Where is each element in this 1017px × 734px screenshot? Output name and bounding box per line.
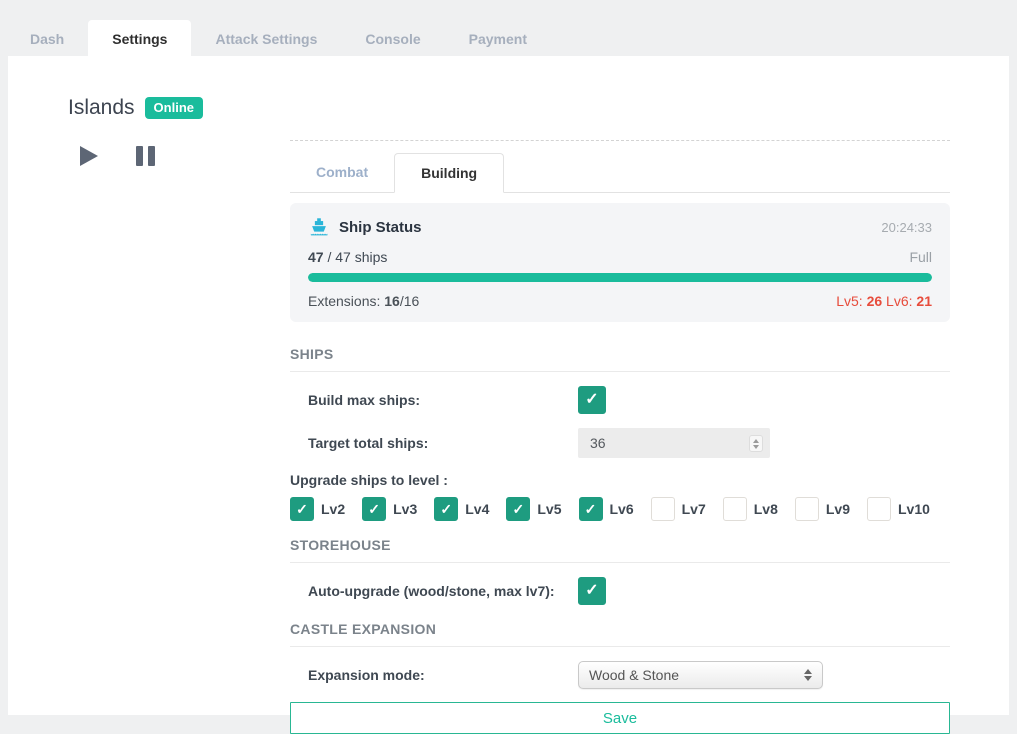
- lv3-label: Lv3: [393, 501, 418, 517]
- auto-upgrade-row: Auto-upgrade (wood/stone, max lv7):: [290, 576, 950, 606]
- build-max-ships-label: Build max ships:: [308, 392, 421, 408]
- extensions-count: Extensions: 16/16: [308, 293, 419, 309]
- settings-panel: Islands Online Combat Building: [8, 56, 1009, 734]
- ship-status-title: Ship Status: [339, 218, 422, 236]
- expansion-mode-value: Wood & Stone: [589, 667, 680, 683]
- sub-tab-bar: Combat Building: [290, 153, 950, 193]
- number-stepper[interactable]: [749, 435, 763, 452]
- capacity-label: Full: [909, 249, 932, 265]
- top-tab-bar: Dash Settings Attack Settings Console Pa…: [6, 20, 551, 58]
- ship-status-timestamp: 20:24:33: [881, 219, 932, 235]
- pause-bar-icon: [148, 146, 155, 166]
- bot-controls: [80, 146, 155, 166]
- lv6-checkbox[interactable]: [578, 497, 603, 521]
- upgrade-levels-row: Lv2 Lv3 Lv4 Lv5 Lv6 Lv7 Lv8 Lv9 Lv10: [290, 497, 950, 521]
- lv6-label: Lv6: [609, 501, 634, 517]
- status-badge: Online: [144, 97, 203, 119]
- lv9-checkbox[interactable]: [794, 497, 819, 521]
- lv8-label: Lv8: [753, 501, 778, 517]
- extensions-total: /16: [399, 293, 420, 309]
- lv4-label: Lv4: [465, 501, 490, 517]
- tab-dash[interactable]: Dash: [30, 31, 65, 47]
- save-button[interactable]: Save: [290, 702, 950, 734]
- lv8-checkbox[interactable]: [722, 497, 747, 521]
- lv10-label: Lv10: [898, 501, 930, 517]
- section-header-ships: SHIPS: [290, 346, 950, 372]
- lv2-label: Lv2: [321, 501, 346, 517]
- target-total-ships-row: Target total ships:: [290, 428, 950, 458]
- tab-settings[interactable]: Settings: [88, 20, 192, 58]
- stepper-down-icon: [753, 444, 759, 449]
- level-item-lv4: Lv4: [434, 497, 489, 521]
- build-max-ships-row: Build max ships:: [290, 385, 950, 415]
- lv7-checkbox[interactable]: [650, 497, 675, 521]
- level-item-lv8: Lv8: [722, 497, 778, 521]
- ship-icon: [310, 218, 328, 236]
- level-item-lv9: Lv9: [794, 497, 850, 521]
- level-item-lv7: Lv7: [650, 497, 706, 521]
- page-title: Islands: [68, 96, 135, 119]
- section-header-storehouse: STOREHOUSE: [290, 537, 950, 563]
- lv2-checkbox[interactable]: [290, 497, 314, 521]
- target-total-ships-input[interactable]: [578, 428, 770, 458]
- building-settings-content: Combat Building Ship Status 20:24:33 47 …: [290, 140, 950, 734]
- lv5-checkbox[interactable]: [506, 497, 531, 521]
- ship-progress-fill: [308, 273, 932, 282]
- extensions-label: Extensions:: [308, 293, 385, 309]
- level-item-lv6: Lv6: [578, 497, 634, 521]
- pause-bar-icon: [136, 146, 143, 166]
- expansion-mode-select[interactable]: Wood & Stone: [578, 661, 823, 689]
- bot-header: Islands Online: [68, 96, 203, 120]
- ship-count: 47 / 47 ships: [308, 249, 387, 265]
- ship-status-card: Ship Status 20:24:33 47 / 47 ships Full …: [290, 203, 950, 322]
- select-arrows-icon: [804, 669, 812, 681]
- pause-button[interactable]: [136, 146, 155, 166]
- lv4-checkbox[interactable]: [434, 497, 459, 521]
- lv6-label: Lv6:: [882, 293, 917, 309]
- upgrade-ships-label: Upgrade ships to level :: [290, 472, 448, 488]
- section-header-castle-expansion: CASTLE EXPANSION: [290, 621, 950, 647]
- play-button[interactable]: [80, 146, 98, 166]
- auto-upgrade-checkbox[interactable]: [578, 577, 606, 605]
- lv9-label: Lv9: [825, 501, 850, 517]
- lv5-label: Lv5: [537, 501, 562, 517]
- tab-payment[interactable]: Payment: [468, 31, 527, 47]
- ship-status-header: Ship Status 20:24:33: [308, 216, 932, 238]
- ship-progress-bar: [308, 273, 932, 282]
- level-item-lv2: Lv2: [290, 497, 345, 521]
- tab-combat[interactable]: Combat: [316, 164, 369, 180]
- tab-console[interactable]: Console: [365, 31, 421, 47]
- ship-status-footer: Extensions: 16/16 Lv5: 26 Lv6: 21: [308, 293, 932, 309]
- level-item-lv10: Lv10: [867, 497, 930, 521]
- tab-building[interactable]: Building: [394, 153, 505, 193]
- lv3-checkbox[interactable]: [362, 497, 387, 521]
- expansion-mode-row: Expansion mode: Wood & Stone: [290, 660, 950, 690]
- ship-count-row: 47 / 47 ships Full: [308, 249, 932, 265]
- level-counts: Lv5: 26 Lv6: 21: [836, 293, 932, 309]
- stepper-up-icon: [753, 438, 759, 443]
- tab-attack-settings[interactable]: Attack Settings: [215, 31, 318, 47]
- lv7-label: Lv7: [681, 501, 706, 517]
- level-item-lv3: Lv3: [362, 497, 417, 521]
- ship-count-current: 47: [308, 249, 324, 265]
- target-total-ships-label: Target total ships:: [308, 435, 429, 451]
- lv6-value: 21: [916, 293, 932, 309]
- ship-count-total: / 47 ships: [323, 249, 388, 265]
- lv5-value: 26: [866, 293, 883, 309]
- target-total-ships-field: [578, 428, 770, 458]
- auto-upgrade-label: Auto-upgrade (wood/stone, max lv7):: [308, 583, 555, 599]
- level-item-lv5: Lv5: [506, 497, 562, 521]
- lv5-label: Lv5:: [836, 293, 867, 309]
- build-max-ships-checkbox[interactable]: [578, 386, 606, 414]
- lv10-checkbox[interactable]: [867, 497, 891, 521]
- expansion-mode-label: Expansion mode:: [308, 667, 425, 683]
- extensions-current: 16: [384, 293, 400, 309]
